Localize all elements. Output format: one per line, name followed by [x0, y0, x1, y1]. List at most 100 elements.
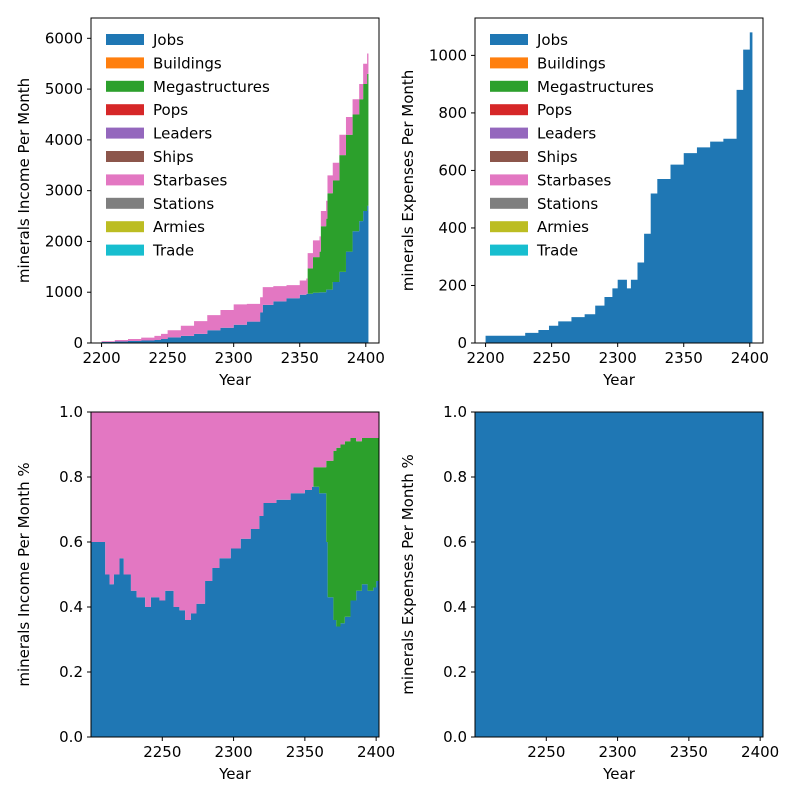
legend-label: Leaders: [537, 125, 596, 143]
y-axis-label: minerals Expenses Per Month %: [399, 454, 417, 695]
y-tick-label: 1000: [429, 46, 467, 64]
x-tick-label: 2300: [214, 743, 252, 761]
legend-label: Jobs: [152, 31, 184, 49]
legend: Jobs Buildings Megastructures Pops Leaders Sh…: [490, 31, 654, 260]
y-tick-label: 4000: [45, 131, 83, 149]
y-tick-label: 0.6: [443, 533, 467, 551]
legend-label: Leaders: [153, 125, 212, 143]
legend-label: Stations: [153, 195, 214, 213]
x-axis-label: Year: [218, 371, 252, 389]
legend-label: Ships: [153, 148, 194, 166]
legend: Jobs Buildings Megastructures Pops Leaders Sh…: [106, 31, 270, 260]
legend-swatch: [490, 151, 528, 162]
legend-swatch: [106, 34, 144, 45]
y-tick-label: 0: [457, 334, 467, 352]
y-tick-label: 0: [73, 334, 83, 352]
y-tick-label: 1000: [45, 283, 83, 301]
legend-label: Jobs: [536, 31, 568, 49]
plot-frame: [474, 17, 764, 344]
x-tick-label: 2350: [281, 349, 319, 367]
x-tick-label: 2200: [82, 349, 120, 367]
y-tick-label: 0.6: [59, 533, 83, 551]
x-tick-label: 2350: [665, 349, 703, 367]
legend-label: Buildings: [153, 54, 222, 72]
legend-label: Buildings: [537, 54, 606, 72]
legend-swatch: [106, 151, 144, 162]
legend-swatch: [490, 197, 528, 209]
x-tick-label: 2250: [149, 349, 187, 367]
legend-swatch: [106, 244, 144, 256]
y-tick-label: 0.4: [443, 598, 467, 616]
y-axis-label: minerals Income Per Month %: [15, 462, 33, 686]
y-tick-label: 6000: [45, 29, 83, 47]
legend-swatch: [490, 174, 528, 186]
y-axis-label: minerals Income Per Month: [15, 78, 33, 283]
x-tick-label: 2400: [741, 743, 779, 761]
area-megastructures: [91, 438, 379, 627]
y-tick-label: 400: [438, 219, 467, 237]
y-tick-label: 200: [438, 276, 467, 294]
area-jobs: [91, 486, 379, 737]
y-tick-label: 0.0: [443, 728, 467, 746]
legend-label: Starbases: [153, 171, 228, 189]
area-jobs: [101, 205, 369, 343]
y-tick-label: 0.8: [59, 468, 83, 486]
legend-label: Trade: [536, 242, 578, 260]
plot-frame: [90, 17, 380, 344]
legend-swatch: [490, 221, 528, 233]
legend-swatch: [106, 174, 144, 186]
area-layers: [475, 412, 763, 737]
y-tick-label: 1.0: [443, 403, 467, 421]
x-axis-label: Year: [602, 765, 636, 783]
legend-swatch: [490, 127, 528, 139]
y-tick-label: 0.4: [59, 598, 83, 616]
x-tick-label: 2350: [286, 743, 324, 761]
y-tick-label: 1.0: [59, 403, 83, 421]
subplot-1: 2200 2250 2300 2350 2400 0 1000 2000 3000 4000 500…: [15, 17, 385, 389]
y-tick-label: 0.2: [443, 663, 467, 681]
legend-swatch: [106, 221, 144, 233]
x-tick-label: 2250: [533, 349, 571, 367]
legend-swatch: [106, 104, 144, 116]
legend-label: Trade: [152, 242, 194, 260]
legend-label: Stations: [537, 195, 598, 213]
x-axis-label: Year: [218, 765, 252, 783]
y-tick-label: 800: [438, 104, 467, 122]
area-layers: [485, 32, 753, 343]
legend-label: Starbases: [537, 171, 612, 189]
legend-swatch: [106, 127, 144, 139]
x-tick-label: 2350: [670, 743, 708, 761]
x-tick-label: 2250: [527, 743, 565, 761]
subplot-3: 2250 2300 2350 2400 0.0 0.2 0.4 0.6 0.8 1.0 Year mi…: [15, 403, 395, 783]
legend-label: Megastructures: [153, 78, 270, 96]
y-tick-label: 0.2: [59, 663, 83, 681]
legend-label: Armies: [537, 218, 589, 236]
x-tick-label: 2400: [347, 349, 385, 367]
x-tick-label: 2300: [599, 349, 637, 367]
legend-swatch: [490, 244, 528, 256]
legend-label: Ships: [537, 148, 578, 166]
legend-label: Pops: [537, 101, 572, 119]
y-axis-label: minerals Expenses Per Month: [399, 70, 417, 292]
y-tick-label: 600: [438, 161, 467, 179]
legend-swatch: [490, 80, 528, 92]
legend-swatch: [106, 197, 144, 209]
y-tick-label: 0.0: [59, 728, 83, 746]
legend-label: Armies: [153, 218, 205, 236]
legend-swatch: [106, 80, 144, 92]
area-layers: [91, 412, 379, 737]
legend-swatch: [490, 34, 528, 45]
plot-frame: [474, 411, 764, 738]
area-starbases: [91, 412, 379, 620]
legend-label: Pops: [153, 101, 188, 119]
x-tick-label: 2250: [143, 743, 181, 761]
subplot-4: 2250 2300 2350 2400 0.0 0.2 0.4 0.6 0.8 1.0 Year mi…: [399, 403, 779, 783]
y-tick-label: 2000: [45, 232, 83, 250]
subplot-2: 2200 2250 2300 2350 2400 0 200 400 600 800 1000 Yea…: [399, 17, 769, 389]
area-layers: [101, 53, 369, 343]
y-tick-label: 0.8: [443, 468, 467, 486]
legend-swatch: [490, 104, 528, 116]
area-jobs: [485, 32, 753, 343]
legend-swatch: [106, 57, 144, 69]
